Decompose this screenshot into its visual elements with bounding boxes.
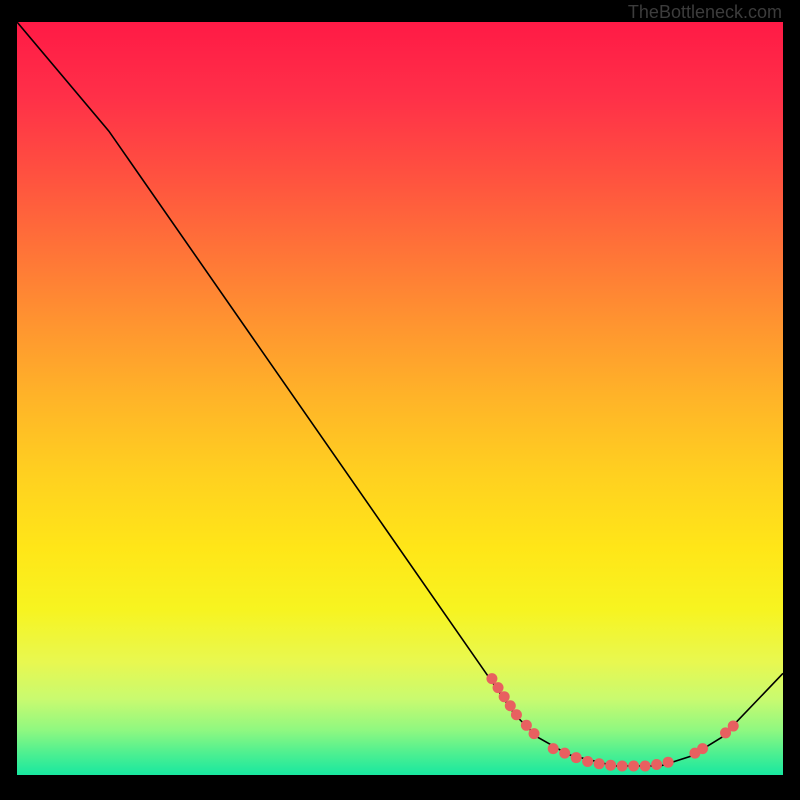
chart-marker — [493, 682, 504, 693]
chart-marker — [663, 757, 674, 768]
chart-marker — [697, 743, 708, 754]
chart-marker — [628, 760, 639, 771]
chart-marker — [594, 758, 605, 769]
chart-marker — [640, 760, 651, 771]
chart-marker — [559, 748, 570, 759]
chart-marker — [521, 720, 532, 731]
chart-marker — [571, 752, 582, 763]
chart-svg — [17, 22, 783, 775]
chart-marker — [529, 728, 540, 739]
chart-marker — [582, 756, 593, 767]
chart-marker — [511, 709, 522, 720]
chart-marker — [651, 759, 662, 770]
chart-marker — [548, 743, 559, 754]
chart-plot-area — [17, 22, 783, 775]
attribution-text: TheBottleneck.com — [628, 2, 782, 23]
chart-marker — [617, 760, 628, 771]
chart-marker — [505, 700, 516, 711]
chart-marker — [499, 691, 510, 702]
chart-background — [17, 22, 783, 775]
chart-marker — [605, 760, 616, 771]
chart-marker — [728, 721, 739, 732]
chart-marker — [486, 673, 497, 684]
